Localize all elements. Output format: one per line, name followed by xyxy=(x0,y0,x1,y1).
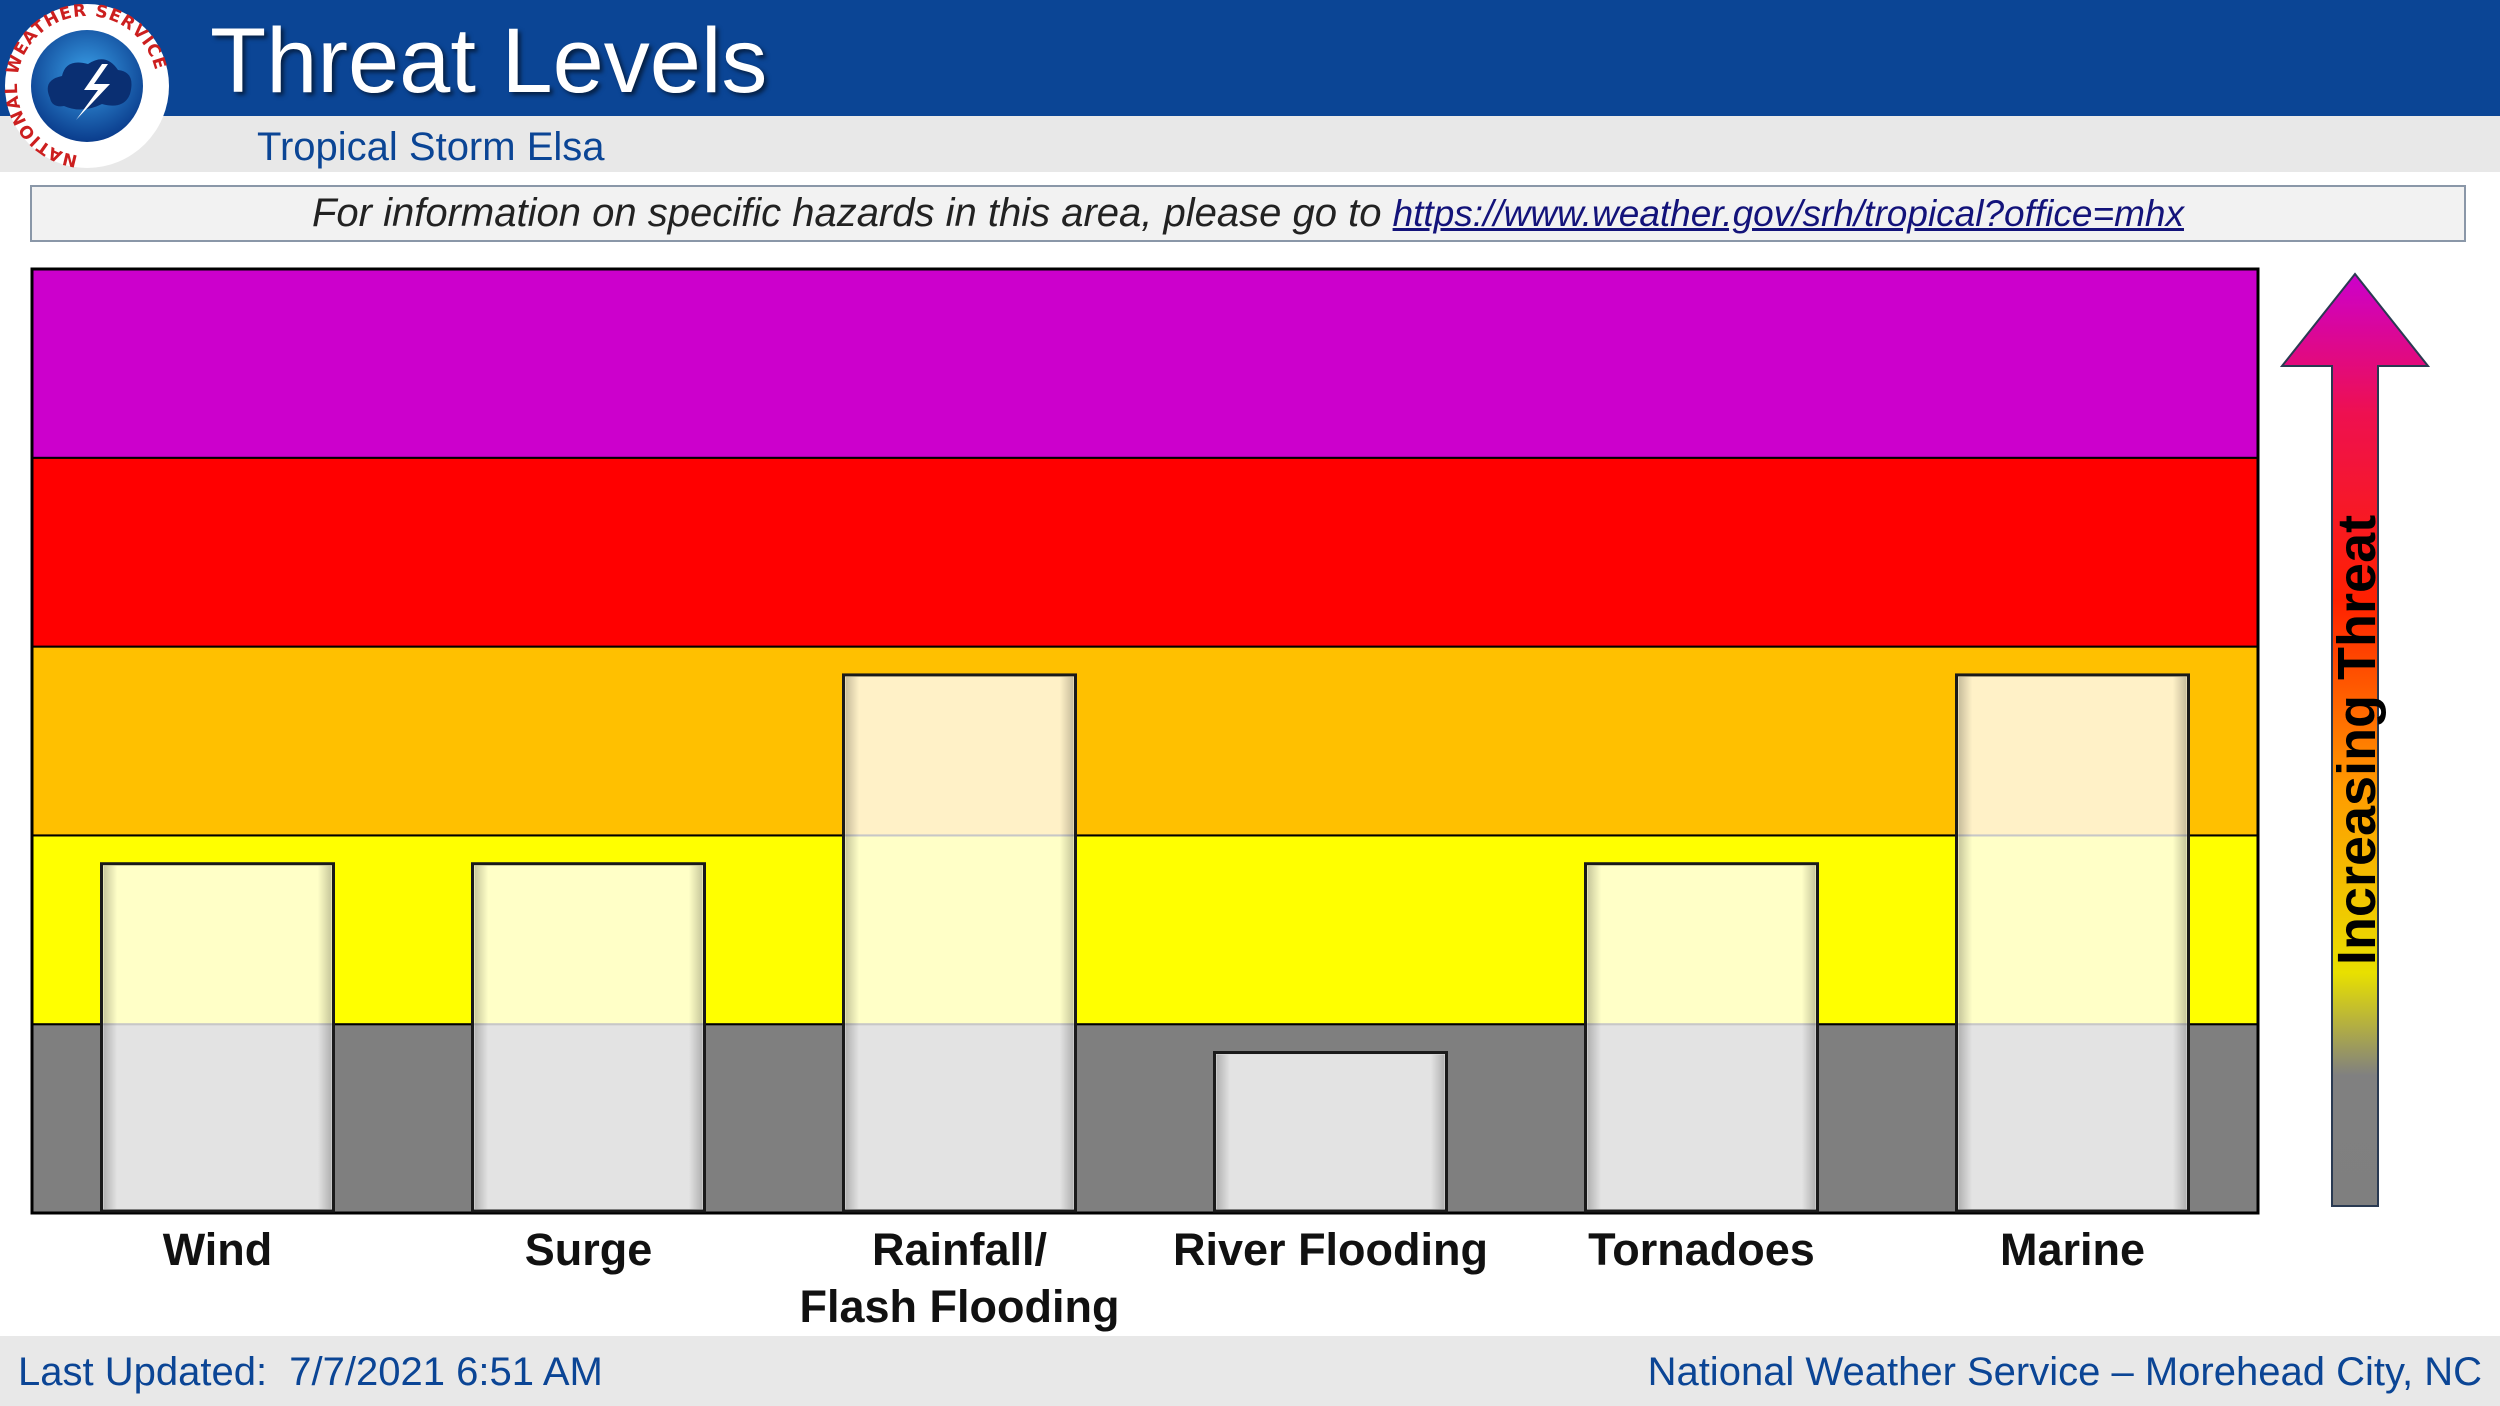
threat-band-3 xyxy=(31,645,2259,837)
plot-frame xyxy=(30,267,2260,1215)
page-title: Threat Levels xyxy=(210,10,768,112)
page-subtitle: Tropical Storm Elsa xyxy=(257,125,605,169)
category-label: Wind xyxy=(162,1224,273,1275)
last-updated: Last Updated: 7/7/2021 6:51 AM xyxy=(18,1350,603,1394)
threat-bar-bevel-2 xyxy=(474,865,703,1209)
header-bar xyxy=(0,0,2500,116)
threat-band-4 xyxy=(31,456,2259,648)
office-name: National Weather Service – Morehead City… xyxy=(1647,1350,2482,1394)
category-label: Tornadoes xyxy=(1588,1224,1815,1275)
hazards-link[interactable]: https://www.weather.gov/srh/tropical?off… xyxy=(1392,193,2184,234)
arrow-label: Increasing Threat xyxy=(2327,515,2387,965)
threat-chart: Increasing Threat xyxy=(30,267,2431,1215)
threat-band-5 xyxy=(31,268,2259,459)
info-banner: For information on specific hazards in t… xyxy=(30,185,2466,242)
category-label: Marine xyxy=(1999,1224,2146,1275)
category-label: Surge xyxy=(524,1224,653,1275)
nws-logo: NATIONAL WEATHER SERVICE xyxy=(2,2,169,168)
threat-bar-bevel-6 xyxy=(1958,676,2187,1209)
threat-bar-bevel-4 xyxy=(1216,1054,1445,1209)
threat-bar-bevel-5 xyxy=(1587,865,1816,1209)
threat-band-1 xyxy=(31,1023,2259,1214)
category-label: River Flooding xyxy=(1173,1224,1488,1275)
threat-band-2 xyxy=(31,834,2259,1026)
threat-bar-bevel-3 xyxy=(845,676,1074,1209)
footer-bar xyxy=(0,1336,2500,1406)
subheader-bar xyxy=(0,116,2500,172)
increasing-threat-arrow xyxy=(2279,272,2431,1207)
threat-bar-bevel-1 xyxy=(103,865,332,1209)
info-text: For information on specific hazards in t… xyxy=(312,191,1393,235)
category-label: Rainfall/ Flash Flooding xyxy=(799,1224,1120,1332)
